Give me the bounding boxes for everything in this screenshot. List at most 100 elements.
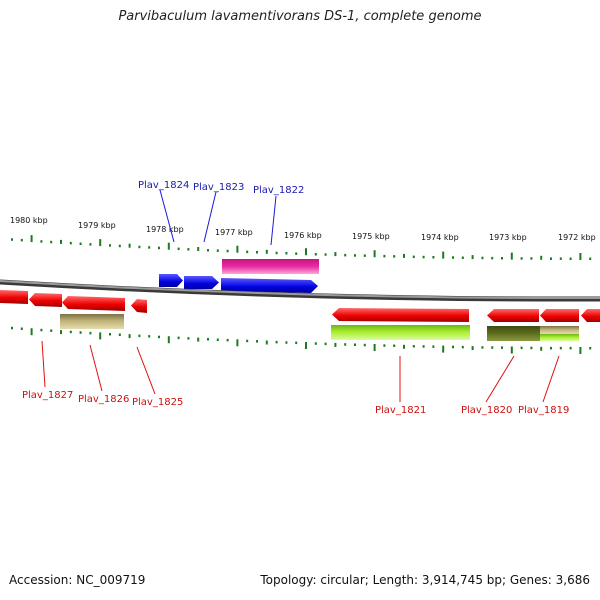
gene-arrow-plav-1826[interactable] (29, 293, 62, 307)
ruler-label: 1975 kbp (352, 232, 390, 241)
ruler-minor-tick (11, 238, 13, 241)
ruler-minor-tick (226, 338, 229, 342)
ruler-major-tick (373, 344, 376, 351)
ruler-minor-tick (354, 343, 356, 346)
ruler-minor-tick (530, 257, 533, 260)
ruler-minor-tick (550, 257, 552, 260)
ruler-minor-tick (314, 253, 317, 256)
gene-label-plav-1825[interactable]: Plav_1825 (132, 397, 183, 408)
ruler-minor-tick (197, 247, 200, 251)
ruler-minor-tick (216, 338, 219, 341)
ruler-minor-tick (207, 249, 209, 252)
ruler-minor-tick (275, 340, 278, 344)
gene-arrow-plav-1823[interactable] (184, 276, 219, 289)
ruler-minor-tick (50, 329, 53, 332)
ruler-minor-tick (363, 343, 366, 347)
ruler-minor-tick (148, 246, 151, 249)
ruler-major-tick (167, 336, 170, 344)
ruler-minor-tick (569, 346, 572, 350)
lime-feature-bar-small[interactable] (540, 334, 579, 341)
ruler-minor-tick (89, 243, 92, 246)
ruler-label: 1973 kbp (489, 233, 527, 242)
ruler-major-tick (167, 242, 170, 250)
gene-label-plav-1827[interactable]: Plav_1827 (22, 390, 73, 401)
ruler-minor-tick (187, 248, 190, 251)
gene-label-plav-1823[interactable]: Plav_1823 (193, 182, 244, 193)
ruler-label: 1974 kbp (421, 233, 459, 242)
ruler-minor-tick (295, 341, 298, 345)
ruler-ticks-lower (11, 326, 592, 354)
gene-label-plav-1822[interactable]: Plav_1822 (253, 185, 304, 196)
ruler-minor-tick (60, 239, 62, 244)
gene-label-plav-1819[interactable]: Plav_1819 (518, 405, 569, 416)
ruler-minor-tick (275, 251, 278, 255)
lime-feature-bar[interactable] (331, 325, 470, 340)
ruler-minor-tick (246, 250, 249, 254)
gene-arrow-plav-1824[interactable] (159, 274, 183, 287)
ruler-minor-tick (256, 340, 258, 343)
ruler-minor-tick (256, 251, 258, 254)
ruler-minor-tick (324, 253, 327, 256)
ruler-minor-tick (20, 238, 23, 242)
ruler-minor-tick (285, 252, 288, 255)
gene-arrow-plav-1822[interactable] (221, 278, 318, 293)
gene-label-plav-1824[interactable]: Plav_1824 (138, 180, 189, 191)
ruler-minor-tick (324, 342, 327, 346)
ruler-minor-tick (403, 253, 405, 258)
ruler-minor-tick (11, 326, 13, 330)
ruler-major-tick (510, 252, 513, 260)
ruler-minor-tick (412, 345, 415, 348)
gene-arrow-plav-1827[interactable] (0, 290, 28, 304)
ruler-minor-tick (40, 328, 43, 332)
ruler-major-tick (305, 248, 307, 256)
ruler-minor-tick (461, 345, 464, 349)
gene-arrow-small[interactable] (131, 299, 147, 313)
ruler-minor-tick (471, 255, 474, 260)
pink-feature-bar[interactable] (222, 259, 319, 274)
forward-gene-labels: Plav_1824 Plav_1823 Plav_1822 (138, 180, 304, 246)
ruler-minor-tick (569, 257, 572, 260)
ruler-minor-tick (363, 254, 366, 257)
ruler-minor-tick (158, 335, 160, 339)
ruler-minor-tick (148, 335, 151, 338)
ruler-minor-tick (265, 249, 268, 254)
ruler-major-tick (236, 245, 239, 253)
genome-backbone-highlight (0, 280, 600, 300)
ruler-major-tick (30, 328, 33, 336)
reverse-genes (0, 290, 600, 322)
ruler-minor-tick (520, 346, 523, 350)
ruler-minor-tick (589, 257, 592, 260)
ruler-minor-tick (383, 254, 386, 258)
khaki-feature-bar[interactable] (60, 314, 124, 329)
ruler-minor-tick (354, 254, 356, 257)
ruler-minor-tick (559, 346, 562, 350)
ruler-minor-tick (540, 255, 543, 260)
gene-arrow-edge[interactable] (581, 309, 600, 322)
ruler-minor-tick (334, 342, 337, 347)
olive-feature-bar[interactable] (487, 326, 540, 341)
gene-arrow-plav-1821[interactable] (332, 308, 469, 322)
map-title: Parvibaculum lavamentivorans DS-1, compl… (118, 9, 482, 24)
ruler-minor-tick (471, 346, 474, 351)
ruler-minor-tick (481, 346, 484, 349)
ruler-minor-tick (589, 347, 592, 350)
ruler-minor-tick (383, 344, 386, 347)
gene-arrow-plav-1820[interactable] (487, 309, 539, 322)
ruler-minor-tick (109, 333, 111, 336)
ruler-major-tick (30, 235, 33, 243)
gene-arrow-plav-1819[interactable] (540, 309, 579, 322)
ruler-minor-tick (79, 242, 82, 245)
ruler-minor-tick (69, 330, 72, 334)
gene-label-plav-1820[interactable]: Plav_1820 (461, 405, 512, 416)
ruler-labels: 1980 kbp 1979 kbp 1978 kbp 1977 kbp 1976… (10, 216, 596, 242)
ruler-major-tick (99, 239, 102, 247)
ruler-minor-tick (128, 334, 131, 339)
gene-label-plav-1826[interactable]: Plav_1826 (78, 394, 129, 405)
gene-arrow-plav-1825[interactable] (62, 296, 125, 311)
ruler-major-tick (510, 346, 513, 354)
ruler-minor-tick (138, 245, 141, 249)
ruler-major-tick (305, 342, 307, 349)
gene-label-plav-1821[interactable]: Plav_1821 (375, 405, 426, 416)
khaki-feature-bar-small[interactable] (540, 326, 579, 334)
